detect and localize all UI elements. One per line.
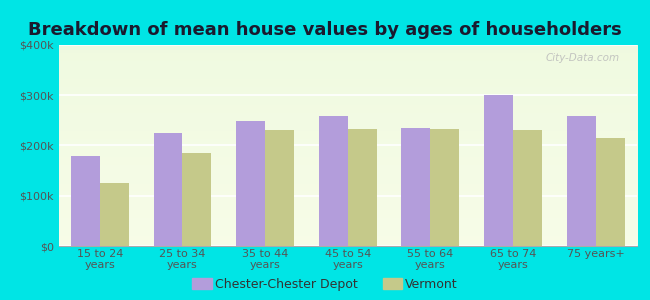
Bar xyxy=(513,130,542,246)
Bar xyxy=(236,122,265,246)
Bar xyxy=(318,116,348,246)
Bar xyxy=(484,95,513,246)
Bar xyxy=(402,128,430,246)
Bar xyxy=(71,155,100,246)
Bar xyxy=(595,138,625,246)
Bar xyxy=(153,133,183,246)
Text: Breakdown of mean house values by ages of householders: Breakdown of mean house values by ages o… xyxy=(28,21,622,39)
Legend: Chester-Chester Depot, Vermont: Chester-Chester Depot, Vermont xyxy=(192,278,458,291)
Text: City-Data.com: City-Data.com xyxy=(545,53,619,63)
Bar xyxy=(567,116,595,246)
Bar xyxy=(430,129,460,246)
Bar xyxy=(265,130,294,246)
Bar xyxy=(183,153,211,246)
Bar xyxy=(348,129,377,246)
Bar xyxy=(100,183,129,246)
